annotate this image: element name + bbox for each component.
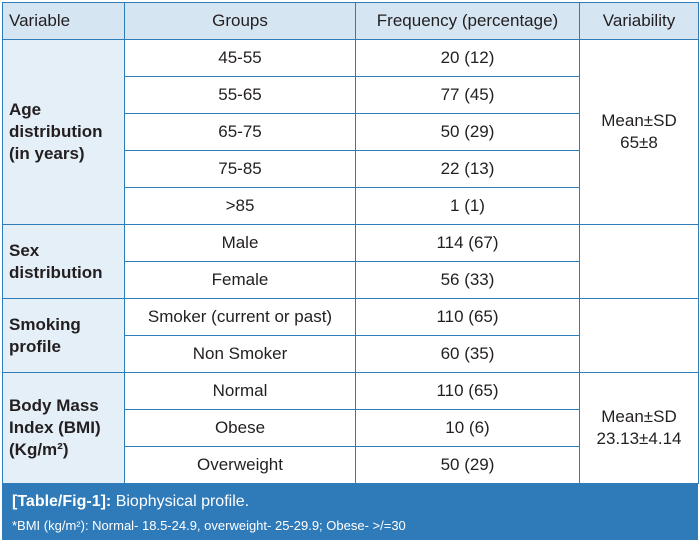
- figure-caption: [Table/Fig-1]: Biophysical profile. *BMI…: [2, 484, 698, 540]
- group-cell: Normal: [124, 372, 356, 410]
- frequency-cell: 77 (45): [355, 76, 580, 114]
- frequency-cell: 50 (29): [355, 113, 580, 151]
- table-row: Overweight 50 (29): [3, 446, 699, 484]
- frequency-cell: 110 (65): [355, 372, 580, 410]
- group-cell: 45-55: [124, 39, 356, 77]
- variability-age: Mean±SD 65±8: [579, 39, 699, 225]
- caption-title: Biophysical profile.: [115, 493, 250, 510]
- group-cell: Male: [124, 224, 356, 262]
- table-row: Obese 10 (6): [3, 409, 699, 447]
- group-cell: Obese: [124, 409, 356, 447]
- table-row: Female 56 (33): [3, 261, 699, 299]
- frequency-cell: 110 (65): [355, 298, 580, 336]
- variability-sex: [579, 224, 699, 299]
- group-cell: Overweight: [124, 446, 356, 484]
- frequency-cell: 60 (35): [355, 335, 580, 373]
- variability-smoking: [579, 298, 699, 373]
- variable-age-distribution: Age distribution (in years): [2, 39, 125, 225]
- group-cell: >85: [124, 187, 356, 225]
- table-row: 55-65 77 (45): [3, 76, 699, 114]
- table-row: >85 1 (1): [3, 187, 699, 225]
- group-cell: 75-85: [124, 150, 356, 188]
- variability-bmi: Mean±SD 23.13±4.14: [579, 372, 699, 484]
- caption-label: [Table/Fig-1]:: [12, 493, 112, 510]
- group-cell: 55-65: [124, 76, 356, 114]
- table-row: Smoking profile Smoker (current or past)…: [2, 298, 699, 373]
- caption-title-line: [Table/Fig-1]: Biophysical profile.: [12, 490, 698, 514]
- variable-sex-distribution: Sex distribution: [2, 224, 125, 299]
- table-header-row: Variable Groups Frequency (percentage) V…: [2, 2, 699, 40]
- header-variability: Variability: [579, 2, 699, 40]
- frequency-cell: 56 (33): [355, 261, 580, 299]
- group-cell: Smoker (current or past): [124, 298, 356, 336]
- group-cell: 65-75: [124, 113, 356, 151]
- table-row: Age distribution (in years) 45-55 20 (12…: [2, 39, 699, 225]
- frequency-cell: 10 (6): [355, 409, 580, 447]
- table-row: Sex distribution Male 114 (67): [2, 224, 699, 299]
- biophysical-profile-table: Variable Groups Frequency (percentage) V…: [2, 2, 699, 484]
- table-row: Non Smoker 60 (35): [3, 335, 699, 373]
- frequency-cell: 22 (13): [355, 150, 580, 188]
- frequency-cell: 50 (29): [355, 446, 580, 484]
- header-groups: Groups: [124, 2, 356, 40]
- frequency-cell: 1 (1): [355, 187, 580, 225]
- variable-smoking-profile: Smoking profile: [2, 298, 125, 373]
- frequency-cell: 114 (67): [355, 224, 580, 262]
- header-frequency: Frequency (percentage): [355, 2, 580, 40]
- group-cell: Non Smoker: [124, 335, 356, 373]
- variable-bmi: Body Mass Index (BMI) (Kg/m²): [2, 372, 125, 484]
- header-variable: Variable: [2, 2, 125, 40]
- group-cell: Female: [124, 261, 356, 299]
- table-row: 75-85 22 (13): [3, 150, 699, 188]
- table-row: Body Mass Index (BMI) (Kg/m²) Normal 110…: [2, 372, 699, 484]
- caption-footnote: *BMI (kg/m²): Normal- 18.5-24.9, overwei…: [12, 518, 406, 533]
- frequency-cell: 20 (12): [355, 39, 580, 77]
